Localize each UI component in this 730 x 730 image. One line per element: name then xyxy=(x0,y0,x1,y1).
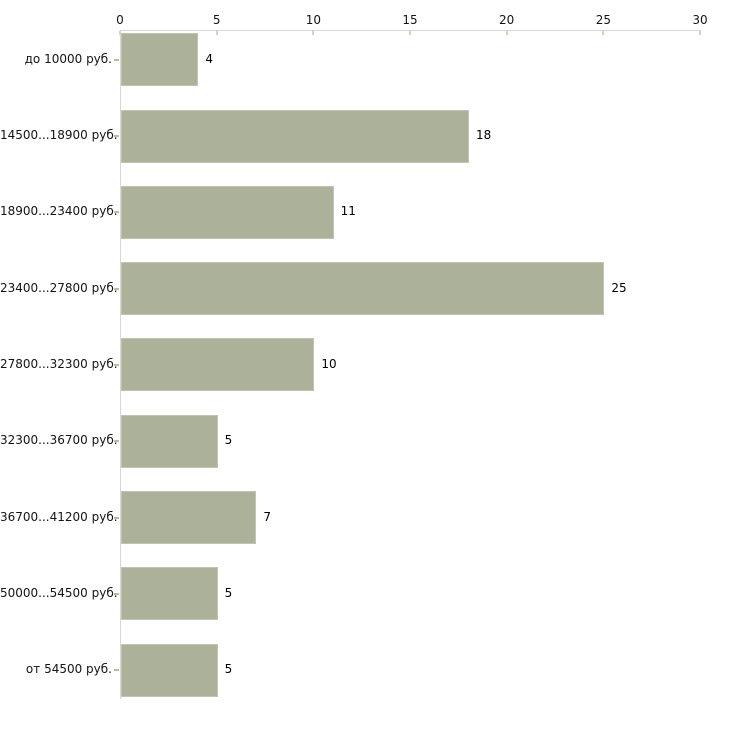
bar xyxy=(121,33,199,87)
x-tick-label: 30 xyxy=(692,13,708,27)
bar xyxy=(121,338,315,392)
y-tick-mark xyxy=(114,363,119,366)
y-tick-mark xyxy=(114,287,119,290)
x-tick-mark xyxy=(699,31,701,35)
value-label: 7 xyxy=(263,509,271,524)
value-label: 4 xyxy=(205,51,213,66)
bar xyxy=(121,491,257,544)
x-tick-label: 10 xyxy=(305,13,321,27)
category-label: 32300...36700 руб. xyxy=(0,433,118,448)
y-tick-mark xyxy=(114,516,119,519)
category-label: 14500...18900 руб. xyxy=(0,128,118,142)
y-tick-mark xyxy=(114,135,119,137)
y-axis-line xyxy=(120,30,121,699)
value-label: 25 xyxy=(611,280,627,295)
category-label: 27800...32300 руб. xyxy=(0,356,118,371)
x-tick-label: 20 xyxy=(499,13,515,27)
category-label: 50000...54500 руб. xyxy=(0,585,118,600)
x-axis-line xyxy=(120,30,701,31)
value-label: 11 xyxy=(340,204,356,219)
x-tick-mark xyxy=(119,31,121,35)
bar xyxy=(121,262,605,316)
bar xyxy=(121,109,469,163)
value-label: 5 xyxy=(224,433,233,448)
bar xyxy=(121,414,218,468)
y-tick-mark xyxy=(114,440,119,443)
y-tick-mark xyxy=(114,592,119,595)
category-label: 23400...27800 руб. xyxy=(0,280,118,295)
category-label: 18900...23400 руб. xyxy=(0,204,118,219)
bar xyxy=(121,643,218,697)
value-label: 10 xyxy=(321,356,337,371)
x-tick-mark xyxy=(312,31,315,35)
y-tick-mark xyxy=(114,58,119,61)
category-label: 36700...41200 руб. xyxy=(0,509,118,524)
y-tick-mark xyxy=(114,211,119,214)
value-label: 5 xyxy=(224,585,233,600)
category-label: от 54500 руб. xyxy=(25,662,112,677)
x-tick-label: 0 xyxy=(116,13,124,27)
x-tick-label: 5 xyxy=(212,13,221,27)
x-tick-mark xyxy=(602,31,605,35)
bar xyxy=(121,185,334,239)
value-label: 18 xyxy=(476,128,492,142)
x-tick-mark xyxy=(215,31,218,35)
y-tick-mark xyxy=(114,669,119,672)
category-label: до 10000 руб. xyxy=(24,51,112,66)
x-tick-label: 15 xyxy=(402,13,418,27)
bar xyxy=(121,567,218,621)
x-tick-mark xyxy=(409,31,411,35)
x-tick-mark xyxy=(505,31,508,35)
value-label: 5 xyxy=(224,662,233,677)
x-tick-label: 25 xyxy=(595,13,611,27)
